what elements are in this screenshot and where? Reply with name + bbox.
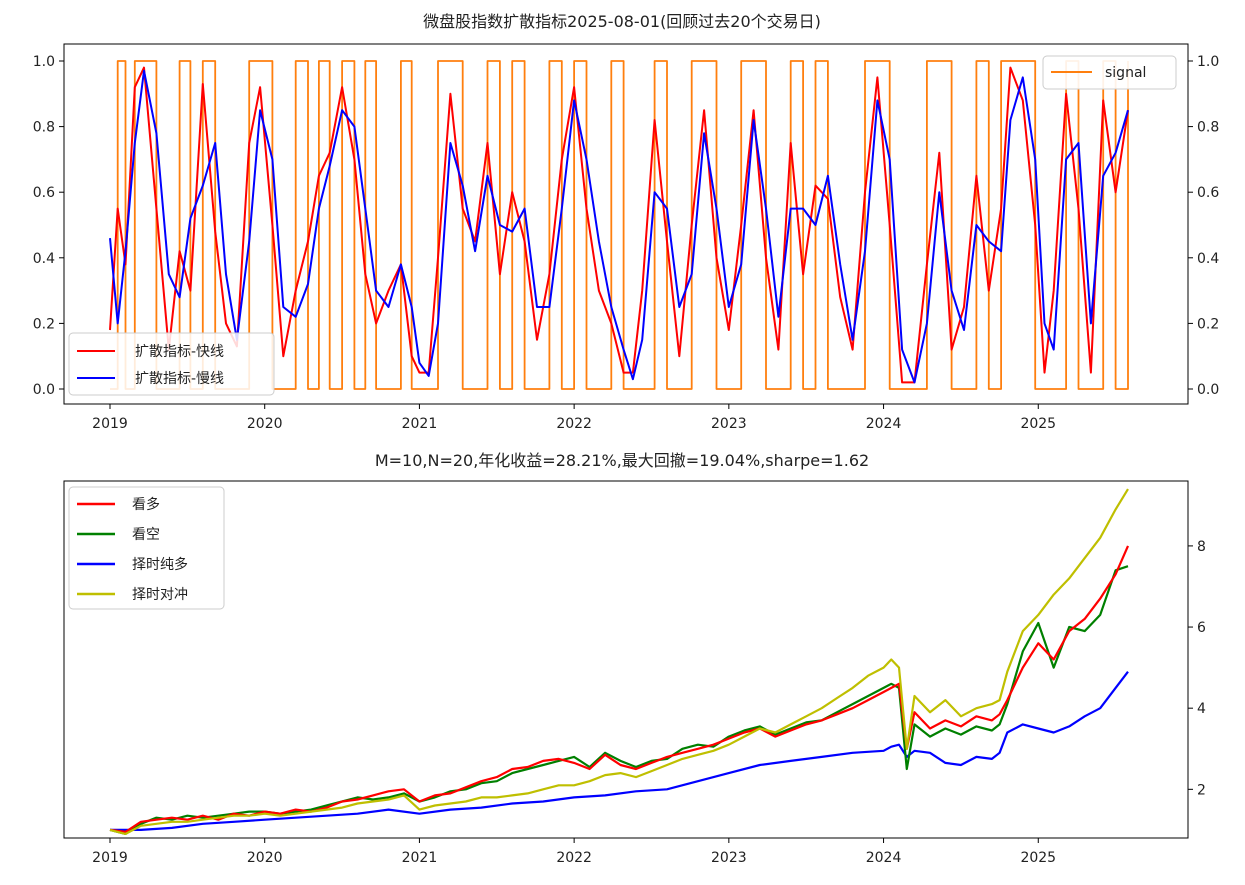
- y-tick-label-right: 4: [1197, 701, 1206, 717]
- diffusion-chart-title: 微盘股指数扩散指标2025-08-01(回顾过去20个交易日): [423, 12, 821, 31]
- strategy-chart-title: M=10,N=20,年化收益=28.21%,最大回撤=19.04%,sharpe…: [375, 451, 869, 470]
- y-tick-label-right: 0.4: [1197, 251, 1219, 267]
- x-tick-label: 2020: [247, 416, 283, 432]
- legend-label-fast: 扩散指标-快线: [135, 344, 224, 360]
- x-tick-label: 2024: [866, 850, 902, 866]
- diffusion-legend-upper-right: signal: [1042, 55, 1177, 90]
- strategy-line-series-2: [110, 671, 1129, 831]
- y-tick-label-left: 0.2: [33, 316, 55, 332]
- strategy-plot-area: [109, 488, 1130, 835]
- y-tick-label-right: 1.0: [1197, 54, 1219, 70]
- diffusion-plot-area: [109, 60, 1129, 390]
- x-tick-label: 2025: [1020, 416, 1056, 432]
- x-tick-label: 2023: [711, 416, 747, 432]
- y-tick-label-right: 0.8: [1197, 120, 1219, 136]
- diffusion-line-series-1: [109, 69, 1129, 384]
- diffusion-y-axis-right: 0.0 0.2 0.4 0.6 0.8 1.0: [1188, 54, 1219, 398]
- legend-label-timing-hedge: 择时对冲: [132, 587, 188, 603]
- diffusion-line-series-2: [110, 60, 1129, 390]
- strategy-nav-chart: M=10,N=20,年化收益=28.21%,最大回撤=19.04%,sharpe…: [63, 451, 1206, 866]
- x-tick-label: 2021: [402, 850, 438, 866]
- x-tick-label: 2024: [866, 416, 902, 432]
- strategy-line-series-3: [109, 488, 1129, 835]
- strategy-line-series-0: [109, 545, 1130, 833]
- x-tick-label: 2022: [556, 416, 592, 432]
- legend-box: [68, 332, 275, 396]
- x-tick-label: 2019: [92, 416, 128, 432]
- diffusion-indicator-chart: 微盘股指数扩散指标2025-08-01(回顾过去20个交易日) 2019 2020…: [33, 12, 1220, 432]
- x-tick-label: 2021: [402, 416, 438, 432]
- x-tick-label: 2020: [247, 850, 283, 866]
- x-tick-label: 2019: [92, 850, 128, 866]
- x-tick-label: 2023: [711, 850, 747, 866]
- y-tick-label-left: 0.4: [33, 251, 55, 267]
- y-tick-label-right: 8: [1197, 539, 1206, 555]
- diffusion-plot-frame: [63, 43, 1189, 405]
- y-tick-label-right: 0.0: [1197, 382, 1219, 398]
- y-tick-label-left: 0.6: [33, 185, 55, 201]
- legend-label-timing-long: 择时纯多: [132, 556, 188, 573]
- legend-label-signal: signal: [1105, 65, 1146, 81]
- diffusion-line-series-0: [109, 66, 1129, 384]
- legend-label-slow: 扩散指标-慢线: [135, 370, 224, 387]
- y-tick-label-left: 1.0: [33, 54, 55, 70]
- legend-label-short: 看空: [132, 527, 160, 543]
- diffusion-legend-lower-left: 扩散指标-快线 扩散指标-慢线: [68, 332, 275, 396]
- strategy-legend-upper-left: 看多 看空 择时纯多 择时对冲: [68, 486, 225, 610]
- y-tick-label-right: 0.2: [1197, 316, 1219, 332]
- legend-label-long: 看多: [132, 496, 160, 513]
- y-tick-label-right: 6: [1197, 620, 1206, 636]
- x-tick-label: 2025: [1020, 850, 1056, 866]
- x-tick-label: 2022: [556, 850, 592, 866]
- strategy-y-axis-right: 2 4 6 8: [1188, 539, 1206, 798]
- strategy-plot-frame: [63, 480, 1189, 839]
- y-tick-label-left: 0.8: [33, 120, 55, 136]
- y-tick-label-right: 0.6: [1197, 185, 1219, 201]
- y-tick-label-right: 2: [1197, 782, 1206, 798]
- legend-box: [68, 486, 225, 610]
- strategy-x-axis: 2019 2020 2021 2022 2023 2024 2025: [92, 838, 1056, 866]
- diffusion-y-axis-left: 0.0 0.2 0.4 0.6 0.8 1.0: [33, 54, 64, 398]
- y-tick-label-left: 0.0: [33, 382, 55, 398]
- diffusion-x-axis: 2019 2020 2021 2022 2023 2024 2025: [92, 404, 1056, 432]
- legend-box: [1042, 55, 1177, 90]
